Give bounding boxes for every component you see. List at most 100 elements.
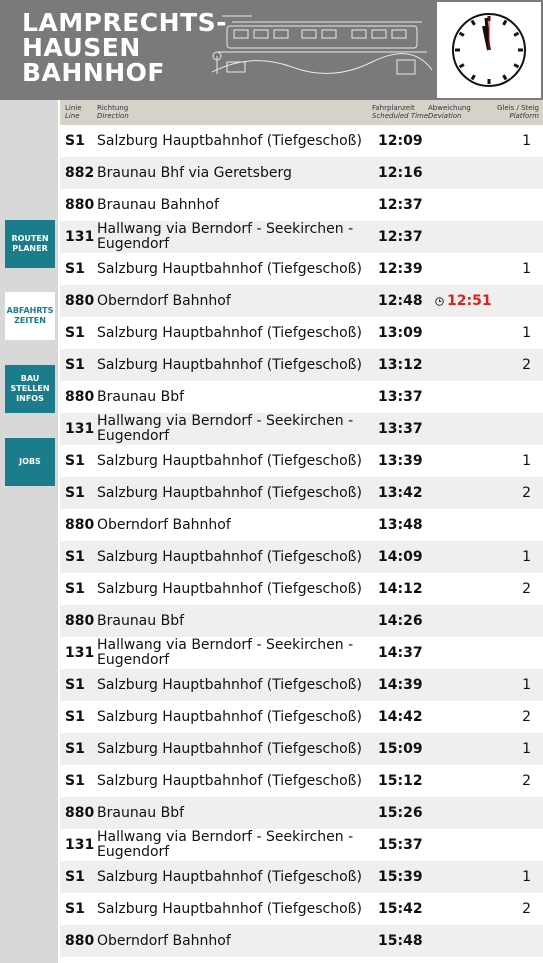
column-label-en: Line xyxy=(65,112,80,120)
direction: Hallwang via Berndorf - Seekirchen - Eug… xyxy=(97,413,354,444)
line-number: 131 xyxy=(65,645,95,661)
column-label: Gleis / Steig Platform xyxy=(497,104,539,120)
departure-row: 880 Braunau Bbf 15:26 xyxy=(60,797,543,829)
line-number: S1 xyxy=(65,677,85,693)
direction: Braunau Bbf xyxy=(97,612,185,629)
line-number: S1 xyxy=(65,869,85,885)
line-number: 880 xyxy=(65,197,95,213)
column-label-de: Linie xyxy=(65,104,82,112)
departure-row: 882 Braunau Bhf via Geretsberg 12:16 xyxy=(60,157,543,189)
scheduled-time: 12:16 xyxy=(378,165,423,181)
column-label-en: Deviation xyxy=(428,112,462,120)
departure-row: 131 Hallwang via Berndorf - Seekirchen - … xyxy=(60,829,543,861)
platform: 2 xyxy=(522,357,531,373)
column-label-en: Scheduled Time xyxy=(372,112,429,120)
departure-row: 880 Oberndorf Bahnhof 13:48 xyxy=(60,509,543,541)
line-number: 131 xyxy=(65,837,95,853)
column-label-en: Platform xyxy=(509,112,539,120)
departure-row: S1 Salzburg Hauptbahnhof (Tiefgeschoß) 15:… xyxy=(60,893,543,925)
line-number: 880 xyxy=(65,293,95,309)
direction: Hallwang via Berndorf - Seekirchen - Eug… xyxy=(97,637,354,668)
scheduled-time: 14:12 xyxy=(378,581,423,597)
platform: 2 xyxy=(522,581,531,597)
scheduled-time: 14:39 xyxy=(378,677,423,693)
scheduled-time: 12:09 xyxy=(378,133,423,149)
line-number: 880 xyxy=(65,613,95,629)
departure-row: 880 Braunau Bbf 13:37 xyxy=(60,381,543,413)
clock-panel xyxy=(437,2,541,98)
direction: Salzburg Hauptbahnhof (Tiefgeschoß) xyxy=(97,484,362,501)
departure-row: S1 Salzburg Hauptbahnhof (Tiefgeschoß) 13:… xyxy=(60,477,543,509)
line-number: S1 xyxy=(65,549,85,565)
direction: Braunau Bbf xyxy=(97,804,185,821)
clock-tick xyxy=(458,31,465,37)
line-number: S1 xyxy=(65,709,85,725)
platform: 1 xyxy=(522,869,531,885)
direction: Salzburg Hauptbahnhof (Tiefgeschoß) xyxy=(97,772,362,789)
scheduled-time: 14:26 xyxy=(378,613,423,629)
platform: 2 xyxy=(522,901,531,917)
scheduled-time: 14:42 xyxy=(378,709,423,725)
scheduled-time: 12:37 xyxy=(378,229,423,245)
departure-row: 880 Braunau Bahnhof 12:37 xyxy=(60,189,543,221)
direction: Hallwang via Berndorf - Seekirchen - Eug… xyxy=(97,221,354,252)
scheduled-time: 13:09 xyxy=(378,325,423,341)
station-title: LAMPRECHTS- HAUSEN BAHNHOF xyxy=(22,10,227,85)
line-number: 880 xyxy=(65,389,95,405)
direction: Salzburg Hauptbahnhof (Tiefgeschoß) xyxy=(97,676,362,693)
column-label-en: Direction xyxy=(97,112,129,120)
scheduled-time: 13:37 xyxy=(378,389,423,405)
platform: 1 xyxy=(522,677,531,693)
menu-button[interactable]: ROUTEN PLANER xyxy=(5,220,55,268)
scheduled-time: 12:37 xyxy=(378,197,423,213)
scheduled-time: 13:42 xyxy=(378,485,423,501)
title-line: BAHNHOF xyxy=(22,58,166,87)
departure-row: S1 Salzburg Hauptbahnhof (Tiefgeschoß) 14:… xyxy=(60,701,543,733)
scheduled-time: 15:48 xyxy=(378,933,423,949)
platform: 1 xyxy=(522,133,531,149)
menu-button[interactable]: ABFAHRTS ZEITEN xyxy=(5,292,55,340)
menu-button[interactable]: BAU STELLEN INFOS xyxy=(5,365,55,413)
header: LAMPRECHTS- HAUSEN BAHNHOF xyxy=(0,0,543,100)
platform: 2 xyxy=(522,709,531,725)
menu-button[interactable]: JOBS xyxy=(5,438,55,486)
clock-tick xyxy=(470,19,476,26)
scheduled-time: 15:39 xyxy=(378,869,423,885)
direction: Oberndorf Bahnhof xyxy=(97,516,231,533)
departure-row: 880 Braunau Bbf 14:26 xyxy=(60,605,543,637)
departure-row: 131 Hallwang via Berndorf - Seekirchen - … xyxy=(60,637,543,669)
direction: Salzburg Hauptbahnhof (Tiefgeschoß) xyxy=(97,740,362,757)
line-number: S1 xyxy=(65,485,85,501)
platform: 1 xyxy=(522,741,531,757)
clock-tick xyxy=(458,63,465,69)
platform: 2 xyxy=(522,773,531,789)
scheduled-time: 15:37 xyxy=(378,837,423,853)
line-number: S1 xyxy=(65,901,85,917)
scheduled-time: 14:09 xyxy=(378,549,423,565)
line-number: S1 xyxy=(65,773,85,789)
line-number: 882 xyxy=(65,165,95,181)
direction: Salzburg Hauptbahnhof (Tiefgeschoß) xyxy=(97,324,362,341)
column-label-de: Abweichung xyxy=(428,104,471,112)
departure-row: 131 Hallwang via Berndorf - Seekirchen - … xyxy=(60,413,543,445)
direction: Braunau Bhf via Geretsberg xyxy=(97,164,292,181)
direction: Braunau Bbf xyxy=(97,388,185,405)
line-number: S1 xyxy=(65,453,85,469)
column-label: Richtung Direction xyxy=(97,104,129,120)
column-label-de: Fahrplanzeit xyxy=(372,104,415,112)
deviation: 12:51 xyxy=(435,285,492,317)
departure-row: S1 Salzburg Hauptbahnhof (Tiefgeschoß) 15:… xyxy=(60,861,543,893)
direction: Salzburg Hauptbahnhof (Tiefgeschoß) xyxy=(97,356,362,373)
scheduled-time: 15:09 xyxy=(378,741,423,757)
departure-row: S1 Salzburg Hauptbahnhof (Tiefgeschoß) 14:… xyxy=(60,669,543,701)
direction: Salzburg Hauptbahnhof (Tiefgeschoß) xyxy=(97,548,362,565)
scheduled-time: 14:37 xyxy=(378,645,423,661)
column-header: Linie Line Richtung Direction Fahrplanzeit Sc… xyxy=(60,100,543,125)
clock xyxy=(452,13,526,87)
scheduled-time: 13:39 xyxy=(378,453,423,469)
departure-row: S1 Salzburg Hauptbahnhof (Tiefgeschoß) 13:… xyxy=(60,349,543,381)
clock-tick xyxy=(513,31,520,37)
line-number: S1 xyxy=(65,133,85,149)
deviation-time: 12:51 xyxy=(447,293,492,309)
line-number: S1 xyxy=(65,261,85,277)
